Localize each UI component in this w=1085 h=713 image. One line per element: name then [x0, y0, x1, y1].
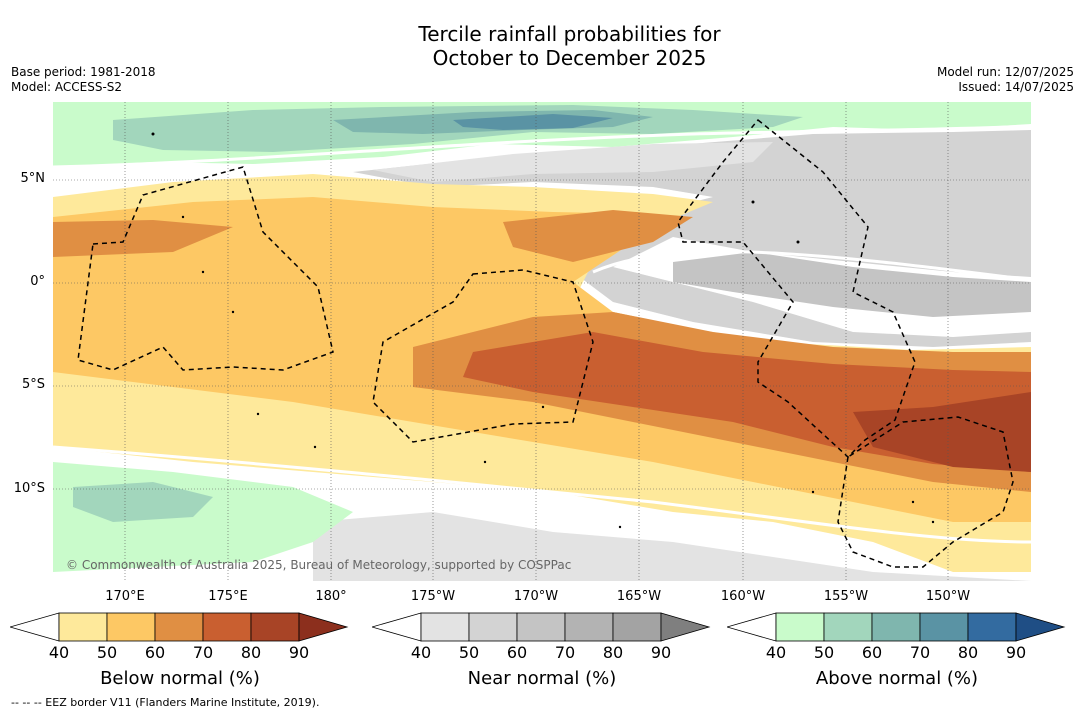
cb-below-tick-40: 40 [48, 643, 70, 662]
eez-border-note: -- -- -- EEZ border V11 (Flanders Marine… [11, 696, 320, 709]
colorbar-below-normal: 40 50 60 70 80 90 Below normal (%) [10, 612, 350, 689]
eez-kiribati-phoenix [372, 269, 594, 443]
cb-near-swatch-70 [516, 612, 566, 642]
copyright-notice: © Commonwealth of Australia 2025, Bureau… [66, 558, 572, 572]
cb-below-arrow-low [10, 612, 60, 642]
cb-above-swatch-70 [871, 612, 921, 642]
lon-label-165w: 165°W [616, 589, 662, 604]
cb-near-tick-50: 50 [458, 643, 480, 662]
contour-line-2 [592, 250, 1031, 282]
meta-left: Base period: 1981-2018 Model: ACCESS-S2 [11, 65, 156, 95]
cb-above-swatch-50 [775, 612, 825, 642]
title-line-2: October to December 2025 [432, 46, 707, 70]
lat-label-0: 0° [30, 274, 45, 289]
near-normal-north [353, 130, 1031, 347]
cb-above-swatch-60 [823, 612, 873, 642]
cb-near-arrow-low [372, 612, 422, 642]
issued-date: Issued: 14/07/2025 [958, 80, 1074, 94]
cb-below-tick-70: 70 [192, 643, 214, 662]
colorbar-above-normal: 40 50 60 70 80 90 Above normal (%) [727, 612, 1067, 689]
grid-lines [53, 102, 1031, 581]
lon-label-170e: 170°E [105, 589, 145, 604]
near-normal-north-light [373, 142, 773, 182]
cb-above-tick-80: 80 [957, 643, 979, 662]
cb-near-tick-40: 40 [410, 643, 432, 662]
lon-label-150w: 150°W [925, 589, 971, 604]
base-period: Base period: 1981-2018 [11, 65, 156, 79]
lon-label-160w: 160°W [720, 589, 766, 604]
model-run: Model run: 12/07/2025 [936, 65, 1074, 79]
lat-label-5s: 5°S [21, 377, 45, 392]
tercile-map [53, 102, 1031, 581]
cb-above-title: Above normal (%) [815, 668, 979, 689]
colorbar-near-swatches [372, 612, 711, 642]
cb-below-tick-60: 60 [144, 643, 166, 662]
cb-below-tick-80: 80 [240, 643, 262, 662]
eez-kiribati-gilbert [77, 166, 334, 371]
cb-near-arrow-high [660, 612, 711, 642]
eez-borders [77, 118, 1014, 568]
cb-below-swatch-50 [58, 612, 108, 642]
cb-near-tick-90: 90 [650, 643, 672, 662]
colorbar-near-normal: 40 50 60 70 80 90 Near normal (%) [372, 612, 712, 689]
lat-label-5n: 5°N [20, 171, 46, 186]
title-line-1: Tercile rainfall probabilities for [418, 22, 721, 46]
cb-below-swatch-70 [154, 612, 204, 642]
cb-near-tick-60: 60 [506, 643, 528, 662]
cb-below-swatch-60 [106, 612, 156, 642]
chart-title: Tercile rainfall probabilities for Octob… [0, 22, 1085, 70]
cb-below-title: Below normal (%) [100, 668, 260, 689]
cb-near-swatch-90 [612, 612, 662, 642]
cb-above-arrow-high [1015, 612, 1066, 642]
above-normal-70-north [453, 114, 613, 130]
cb-below-arrow-high [298, 612, 349, 642]
cb-above-arrow-low [727, 612, 777, 642]
meta-right: Model run: 12/07/2025 Issued: 14/07/2025 [937, 65, 1074, 95]
lon-label-175e: 175°E [208, 589, 248, 604]
above-normal-50-south [73, 482, 213, 522]
islands [151, 132, 935, 529]
lon-label-175w: 175°W [410, 589, 456, 604]
lon-label-180: 180° [315, 589, 347, 604]
cb-below-tick-90: 90 [288, 643, 310, 662]
colorbar-below-swatches [10, 612, 349, 642]
colorbar-above-swatches [727, 612, 1066, 642]
lon-label-155w: 155°W [823, 589, 869, 604]
cb-below-tick-50: 50 [96, 643, 118, 662]
contour-line-3 [53, 445, 1031, 544]
cb-near-swatch-80 [564, 612, 614, 642]
cb-above-swatch-90 [967, 612, 1017, 642]
eez-french-polynesia [837, 416, 1014, 568]
cb-near-tick-80: 80 [602, 643, 624, 662]
lat-label-10s: 10°S [13, 481, 45, 496]
near-normal-south [313, 512, 1031, 581]
eez-kiribati-line [677, 118, 916, 459]
cb-above-tick-60: 60 [861, 643, 883, 662]
cb-near-title: Near normal (%) [467, 668, 617, 689]
lon-label-170w: 170°W [513, 589, 559, 604]
cb-near-tick-70: 70 [554, 643, 576, 662]
cb-above-tick-90: 90 [1005, 643, 1027, 662]
cb-below-swatch-80 [202, 612, 252, 642]
cb-above-tick-50: 50 [813, 643, 835, 662]
cb-above-tick-70: 70 [909, 643, 931, 662]
near-normal-60 [673, 252, 1031, 317]
cb-above-tick-40: 40 [765, 643, 787, 662]
cb-near-swatch-50 [420, 612, 470, 642]
cb-above-swatch-80 [919, 612, 969, 642]
model-name: Model: ACCESS-S2 [11, 80, 123, 94]
cb-near-swatch-60 [468, 612, 518, 642]
contour-line-1 [53, 124, 1031, 169]
cb-below-swatch-90 [250, 612, 300, 642]
